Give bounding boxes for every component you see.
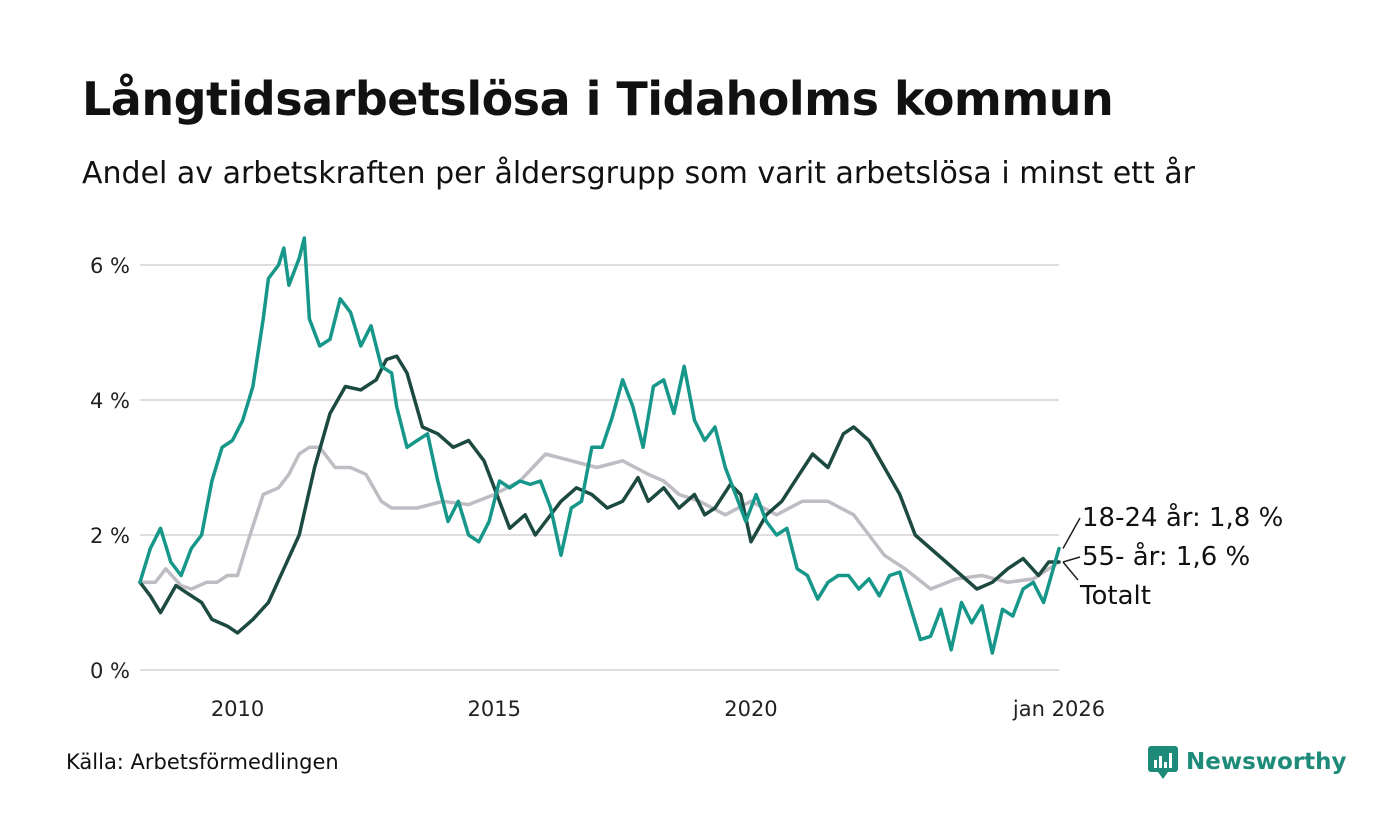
chart-subtitle: Andel av arbetskraften per åldersgrupp s… [82,156,1195,191]
y-tick-label: 6 % [90,254,130,278]
end-labels: Totalt 55- år: 1,6 % 18-24 år: 1,8 % [1062,502,1283,611]
y-tick-label: 4 % [90,389,130,413]
series-lines [138,236,1061,655]
end-label-total: Totalt [1079,581,1151,611]
leader-line-youth [1062,517,1081,549]
x-tick-label: 2020 [724,697,777,721]
x-tick-label: 2015 [468,697,521,721]
end-label-senior: 55- år: 1,6 % [1082,541,1250,572]
x-axis: 2010 2015 2020 jan 2026 [211,697,1105,721]
y-axis: 0 % 2 % 4 % 6 % [90,254,130,683]
series-line-senior [138,354,1061,635]
leader-line-senior [1062,556,1081,563]
y-tick-label: 0 % [90,659,130,683]
leader-line-total [1062,561,1079,581]
newsworthy-logo: Newsworthy [1148,744,1347,780]
end-label-youth: 18-24 år: 1,8 % [1082,502,1283,533]
chart-title: Långtidsarbetslösa i Tidaholms kommun [82,72,1114,126]
source-note: Källa: Arbetsförmedlingen [66,750,339,774]
newsworthy-logo-icon [1148,746,1178,779]
brand-name: Newsworthy [1186,749,1347,775]
x-tick-label: jan 2026 [1012,697,1105,721]
gridlines [140,264,1059,671]
series-line-total [138,445,1061,591]
series-line-youth [138,236,1061,655]
x-tick-label: 2010 [211,697,264,721]
y-tick-label: 2 % [90,524,130,548]
